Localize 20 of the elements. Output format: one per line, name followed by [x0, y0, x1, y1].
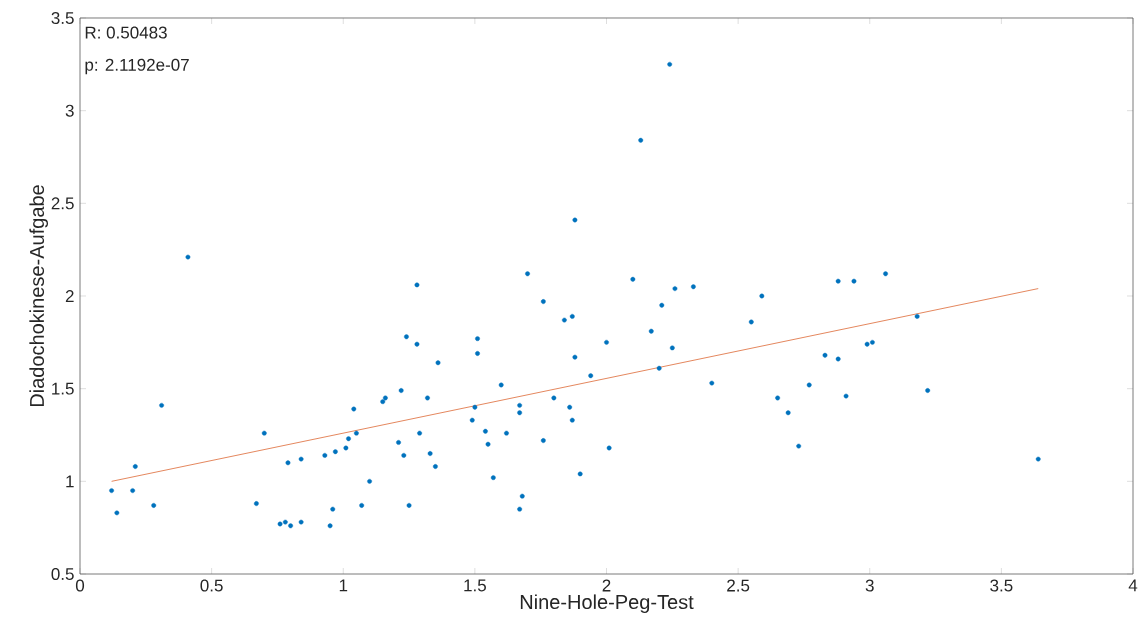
x-tick-label: 4 [1128, 579, 1138, 592]
y-tick-label: 0.5 [51, 567, 74, 581]
y-tick-label: 3.5 [51, 11, 74, 25]
x-tick-label: 0 [75, 579, 85, 592]
y-tick-label: 1.5 [52, 382, 74, 395]
y-tick-label: 1 [66, 475, 74, 488]
y-tick-label: 2.5 [51, 197, 74, 210]
x-tick-label: 3.5 [990, 579, 1013, 592]
x-tick-label: 3 [865, 579, 874, 592]
y-axis-title: Diadochokinese-Aufgabe [29, 185, 49, 407]
x-tick-label: 1 [339, 579, 348, 592]
x-tick-label: 1.5 [464, 579, 486, 592]
x-tick-label: 0.5 [200, 579, 223, 592]
x-axis-title: Nine-Hole-Peg-Test [520, 594, 694, 614]
x-tick-label: 2.5 [727, 579, 750, 592]
x-tick-label: 2 [602, 579, 611, 592]
y-tick-label: 3 [65, 104, 74, 117]
annotation: p: 2.1192e-07 [85, 58, 189, 75]
annotation: R: 0.50483 [85, 26, 167, 39]
y-tick-label: 2 [65, 290, 74, 302]
